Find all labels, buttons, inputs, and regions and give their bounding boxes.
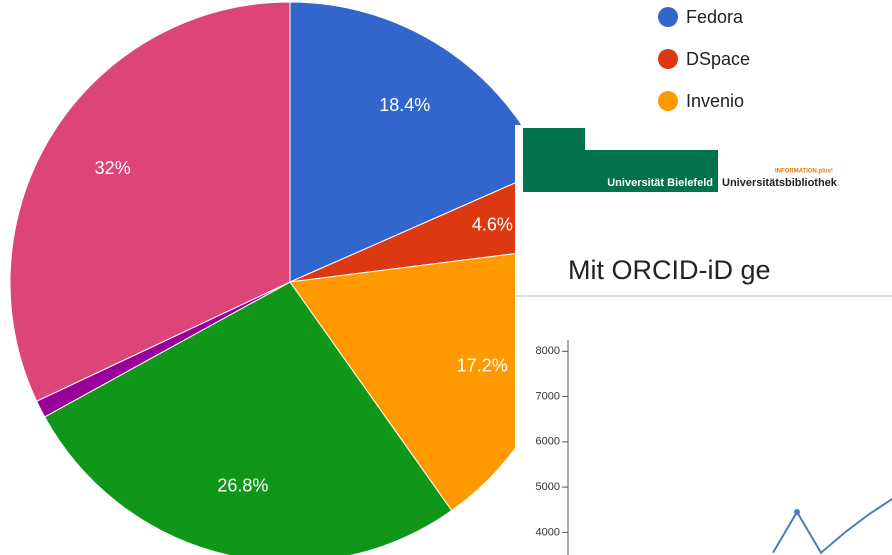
slice-label: 17.2% bbox=[457, 355, 508, 375]
y-tick-label: 4000 bbox=[536, 526, 560, 538]
logo-text: Universität Bielefeld bbox=[607, 177, 713, 189]
legend-swatch bbox=[658, 91, 678, 111]
legend-label: Fedora bbox=[686, 7, 744, 27]
legend-swatch bbox=[658, 49, 678, 69]
tagline: INFORMATION.plus! bbox=[775, 169, 833, 175]
slide-title: Mit ORCID-iD ge bbox=[568, 255, 771, 285]
slide-overlay bbox=[515, 125, 892, 555]
legend-swatch bbox=[658, 7, 678, 27]
y-tick-label: 6000 bbox=[536, 436, 560, 448]
y-tick-label: 8000 bbox=[536, 345, 560, 357]
y-tick-label: 5000 bbox=[536, 481, 560, 493]
pie-slice bbox=[9, 1, 291, 402]
line-series bbox=[772, 497, 892, 555]
legend-label: DSpace bbox=[686, 49, 750, 69]
line-point bbox=[794, 509, 800, 515]
slice-label: 18.4% bbox=[379, 95, 430, 115]
legend-label: Invenio bbox=[686, 91, 744, 111]
slice-label: 26.8% bbox=[217, 475, 268, 495]
library-name: Universitätsbibliothek bbox=[722, 177, 838, 189]
y-tick-label: 7000 bbox=[536, 390, 560, 402]
logo-band bbox=[523, 150, 718, 192]
slice-label: 32% bbox=[95, 158, 131, 178]
slice-label: 4.6% bbox=[472, 215, 513, 235]
